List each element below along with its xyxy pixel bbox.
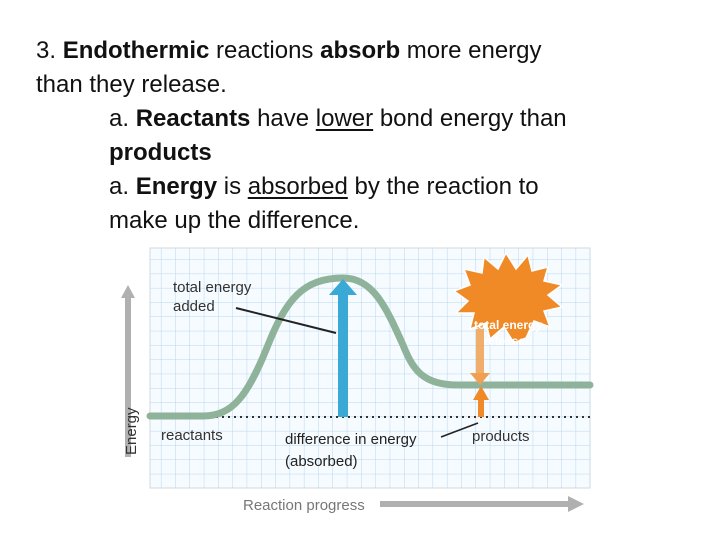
label-total-energy-released-1: total energy (474, 318, 542, 332)
underlined-absorbed: absorbed (247, 173, 348, 200)
text-span: by the reaction to (347, 173, 539, 200)
x-axis-label: Reaction progress (243, 497, 365, 514)
sub-item-marker: a. (109, 105, 136, 132)
sub-item-marker: a. (109, 173, 136, 200)
term-energy: Energy (135, 173, 218, 200)
slide-text: 3. Endothermic reactions absorb more ene… (36, 34, 676, 238)
leader-line-products (440, 422, 479, 438)
line-2: than they release. (36, 71, 227, 98)
x-axis-arrow (380, 496, 584, 512)
term-absorb: absorb (320, 37, 401, 64)
label-products: products (472, 428, 530, 445)
difference-in-energy-arrow (473, 386, 489, 417)
label-absorbed: (absorbed) (285, 453, 358, 470)
underlined-lower: lower (315, 105, 374, 132)
total-energy-added-arrow (329, 279, 357, 417)
label-difference-in-energy: difference in energy (285, 431, 417, 448)
label-reactants: reactants (161, 427, 223, 444)
total-energy-released-arrow (470, 280, 490, 385)
line-5: a. Energy is absorbed by the reaction to (36, 170, 676, 204)
term-reactants: Reactants (135, 105, 251, 132)
leader-line-total-added (235, 307, 337, 334)
text-span: reactions (209, 37, 321, 64)
label-total-energy-released-2: released (484, 334, 533, 348)
total-energy-released-burst (452, 251, 564, 344)
label-total-energy-added-2: added (173, 298, 215, 315)
term-endothermic: Endothermic (62, 37, 210, 64)
line-4: products (109, 139, 212, 166)
line-1: 3. Endothermic reactions absorb more ene… (36, 34, 676, 68)
label-total-energy-added-1: total energy (173, 279, 252, 296)
line-6: make up the difference. (109, 207, 360, 234)
text-span: more energy (400, 37, 542, 64)
item-number: 3. (36, 37, 63, 64)
y-axis-arrow (121, 285, 135, 457)
text-span: bond energy than (373, 105, 567, 132)
text-span: is (217, 173, 248, 200)
text-span: have (250, 105, 316, 132)
energy-curve (146, 274, 594, 420)
line-3: a. Reactants have lower bond energy than (36, 102, 676, 136)
energy-diagram: Energy total energy added total energy r… (121, 247, 594, 514)
y-axis-label: Energy (123, 407, 140, 455)
